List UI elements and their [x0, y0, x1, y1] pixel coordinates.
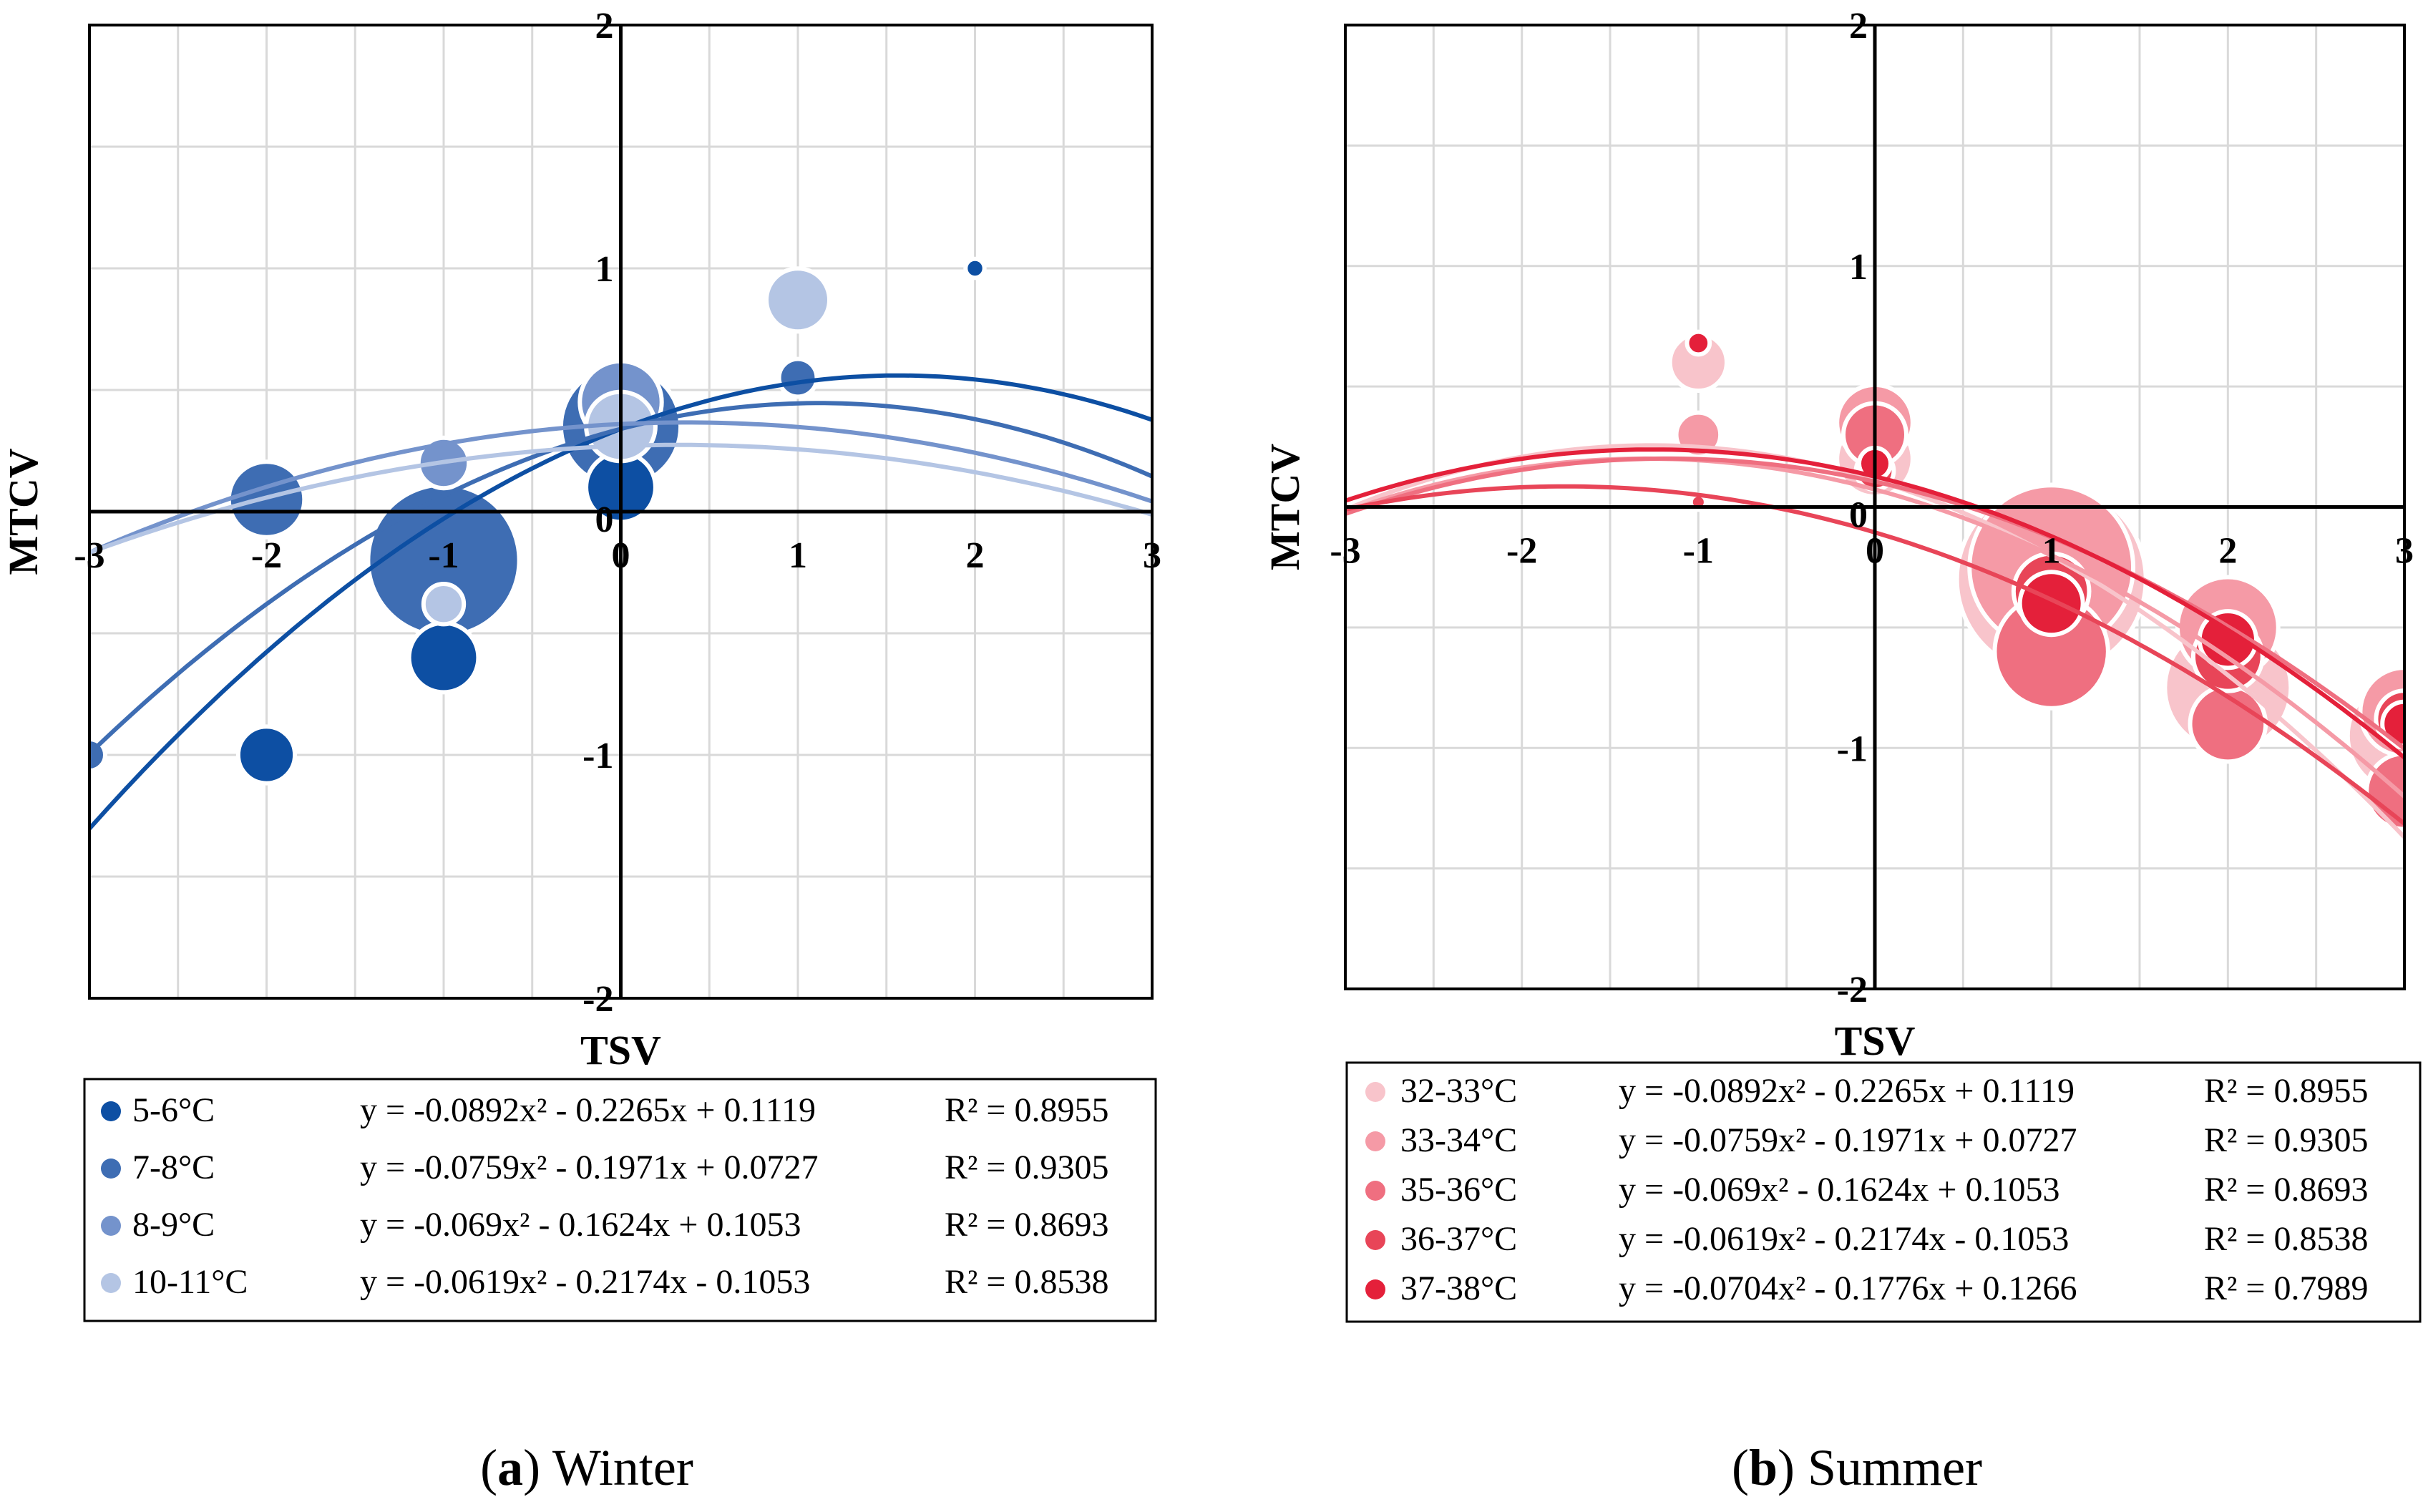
x-tick-label: -2 [251, 535, 282, 576]
legend-equation: y = -0.0759x² - 0.1971x + 0.0727 [1619, 1121, 2077, 1159]
legend-box [1345, 1061, 2422, 1323]
y-tick-label: 1 [1849, 247, 1868, 288]
legend-item: 10-11°C y = -0.0619x² - 0.2174x - 0.1053 R… [101, 1263, 1108, 1301]
caption-text: Summer [1808, 1439, 1982, 1496]
legend-equation: y = -0.0892x² - 0.2265x + 0.1119 [360, 1091, 816, 1129]
panel-summer: -3 -2 -1 0 1 2 3 -2 -1 1 2 0 TSV MTCV 32-33°C y = -0.08… [1262, 6, 2422, 1323]
legend-label: 7-8°C [132, 1148, 215, 1186]
legend-r2: R² = 0.7989 [2204, 1269, 2368, 1307]
caption-tag: a [497, 1439, 523, 1496]
legend-r2: R² = 0.8955 [945, 1091, 1108, 1129]
panel-winter: -3 -2 -1 0 1 2 3 -2 -1 1 2 0 TSV MTCV 5-6°C y = -0.0892… [0, 6, 1161, 1322]
legend-marker [101, 1159, 121, 1179]
x-tick-label: -1 [428, 535, 459, 576]
legend-marker [1365, 1230, 1385, 1250]
legend-r2: R² = 0.8693 [2204, 1171, 2368, 1209]
y-axis-title: MTCV [0, 448, 47, 575]
bubble-point [776, 356, 819, 399]
bubble-point [2380, 699, 2404, 748]
legend-equation: y = -0.0704x² - 0.1776x + 0.1266 [1619, 1269, 2077, 1307]
x-tick-label: 0 [1866, 531, 1884, 572]
legend-marker [101, 1101, 121, 1121]
legend-label: 36-37°C [1400, 1220, 1517, 1258]
legend-label: 5-6°C [132, 1091, 215, 1129]
legend-item: 32-33°C y = -0.0892x² - 0.2265x + 0.1119 R… [1365, 1072, 2368, 1110]
caption-summer: (b) Summer [1732, 1439, 1982, 1496]
x-tick-label: 3 [1143, 535, 1161, 576]
legend-marker [1365, 1279, 1385, 1299]
x-tick-label: -3 [1330, 531, 1360, 572]
x-tick-label: -2 [1506, 531, 1537, 572]
data-layer [1345, 329, 2404, 839]
bubble-point [963, 256, 987, 281]
legend-label: 37-38°C [1400, 1269, 1517, 1307]
x-tick-label: 0 [612, 535, 630, 576]
legend-equation: y = -0.069x² - 0.1624x + 0.1053 [1619, 1171, 2060, 1209]
legend-marker [1365, 1181, 1385, 1201]
caption-tag: b [1749, 1439, 1778, 1496]
x-tick-label: 2 [966, 535, 985, 576]
legend-equation: y = -0.0619x² - 0.2174x - 0.1053 [1619, 1220, 2069, 1258]
x-tick-label: 1 [789, 535, 807, 576]
legend: 32-33°C y = -0.0892x² - 0.2265x + 0.1119 R… [1345, 1061, 2422, 1323]
legend-box [83, 1078, 1157, 1322]
x-tick-label: 1 [2042, 531, 2061, 572]
bubble-point [764, 266, 832, 334]
legend-item: 36-37°C y = -0.0619x² - 0.2174x - 0.1053 R… [1365, 1220, 2368, 1258]
caption-text: Winter [552, 1439, 693, 1496]
bubble-point [421, 582, 467, 627]
legend-marker [1365, 1082, 1385, 1102]
y-tick-label: 2 [1849, 6, 1868, 47]
legend-item: 8-9°C y = -0.069x² - 0.1624x + 0.1053 R² =… [101, 1206, 1108, 1244]
legend-item: 5-6°C y = -0.0892x² - 0.2265x + 0.1119 R² … [101, 1091, 1108, 1129]
y-tick-label: 0 [1849, 495, 1868, 536]
y-tick-label: -2 [1837, 970, 1868, 1010]
legend-r2: R² = 0.8538 [945, 1263, 1108, 1301]
legend-item: 33-34°C y = -0.0759x² - 0.1971x + 0.0727 R… [1365, 1121, 2368, 1159]
x-tick-label: -1 [1683, 531, 1714, 572]
data-layer [89, 256, 1152, 998]
y-tick-label: 1 [595, 249, 614, 290]
legend: 5-6°C y = -0.0892x² - 0.2265x + 0.1119 R² … [83, 1078, 1157, 1322]
legend-label: 32-33°C [1400, 1072, 1517, 1110]
legend-marker [1365, 1131, 1385, 1151]
caption-winter: (a) Winter [480, 1439, 693, 1496]
bubble-point [1685, 329, 1712, 357]
legend-label: 10-11°C [132, 1263, 248, 1301]
bubble-point [235, 724, 298, 786]
legend-r2: R² = 0.8955 [2204, 1072, 2368, 1110]
x-axis-title: TSV [1835, 1018, 1916, 1064]
y-axis-title: MTCV [1262, 444, 1308, 570]
legend-r2: R² = 0.9305 [945, 1148, 1108, 1186]
y-tick-label: -1 [1837, 728, 1868, 769]
x-tick-label: 2 [2218, 531, 2237, 572]
x-axis-title: TSV [580, 1027, 661, 1073]
legend-marker [101, 1216, 121, 1236]
x-tick-label: 3 [2395, 531, 2414, 572]
y-tick-label: 0 [595, 499, 614, 540]
legend-label: 8-9°C [132, 1206, 215, 1244]
legend-r2: R² = 0.8538 [2204, 1220, 2368, 1258]
legend-marker [101, 1273, 121, 1293]
legend-equation: y = -0.0892x² - 0.2265x + 0.1119 [1619, 1072, 2075, 1110]
y-tick-label: -1 [582, 736, 613, 776]
bubble-point [406, 620, 481, 695]
legend-item: 37-38°C y = -0.0704x² - 0.1776x + 0.1266 R… [1365, 1269, 2368, 1307]
x-tick-label: -3 [74, 535, 104, 576]
legend-r2: R² = 0.8693 [945, 1206, 1108, 1244]
legend-r2: R² = 0.9305 [2204, 1121, 2368, 1159]
y-tick-label: 2 [595, 6, 614, 47]
legend-equation: y = -0.0759x² - 0.1971x + 0.0727 [360, 1148, 819, 1186]
legend-item: 7-8°C y = -0.0759x² - 0.1971x + 0.0727 R² … [101, 1148, 1108, 1186]
legend-item: 35-36°C y = -0.069x² - 0.1624x + 0.1053 R²… [1365, 1171, 2368, 1209]
legend-label: 33-34°C [1400, 1121, 1517, 1159]
legend-label: 35-36°C [1400, 1171, 1517, 1209]
y-tick-label: -2 [582, 979, 613, 1020]
bubble-point [2017, 570, 2085, 638]
legend-equation: y = -0.0619x² - 0.2174x - 0.1053 [360, 1263, 810, 1301]
legend-equation: y = -0.069x² - 0.1624x + 0.1053 [360, 1206, 801, 1244]
